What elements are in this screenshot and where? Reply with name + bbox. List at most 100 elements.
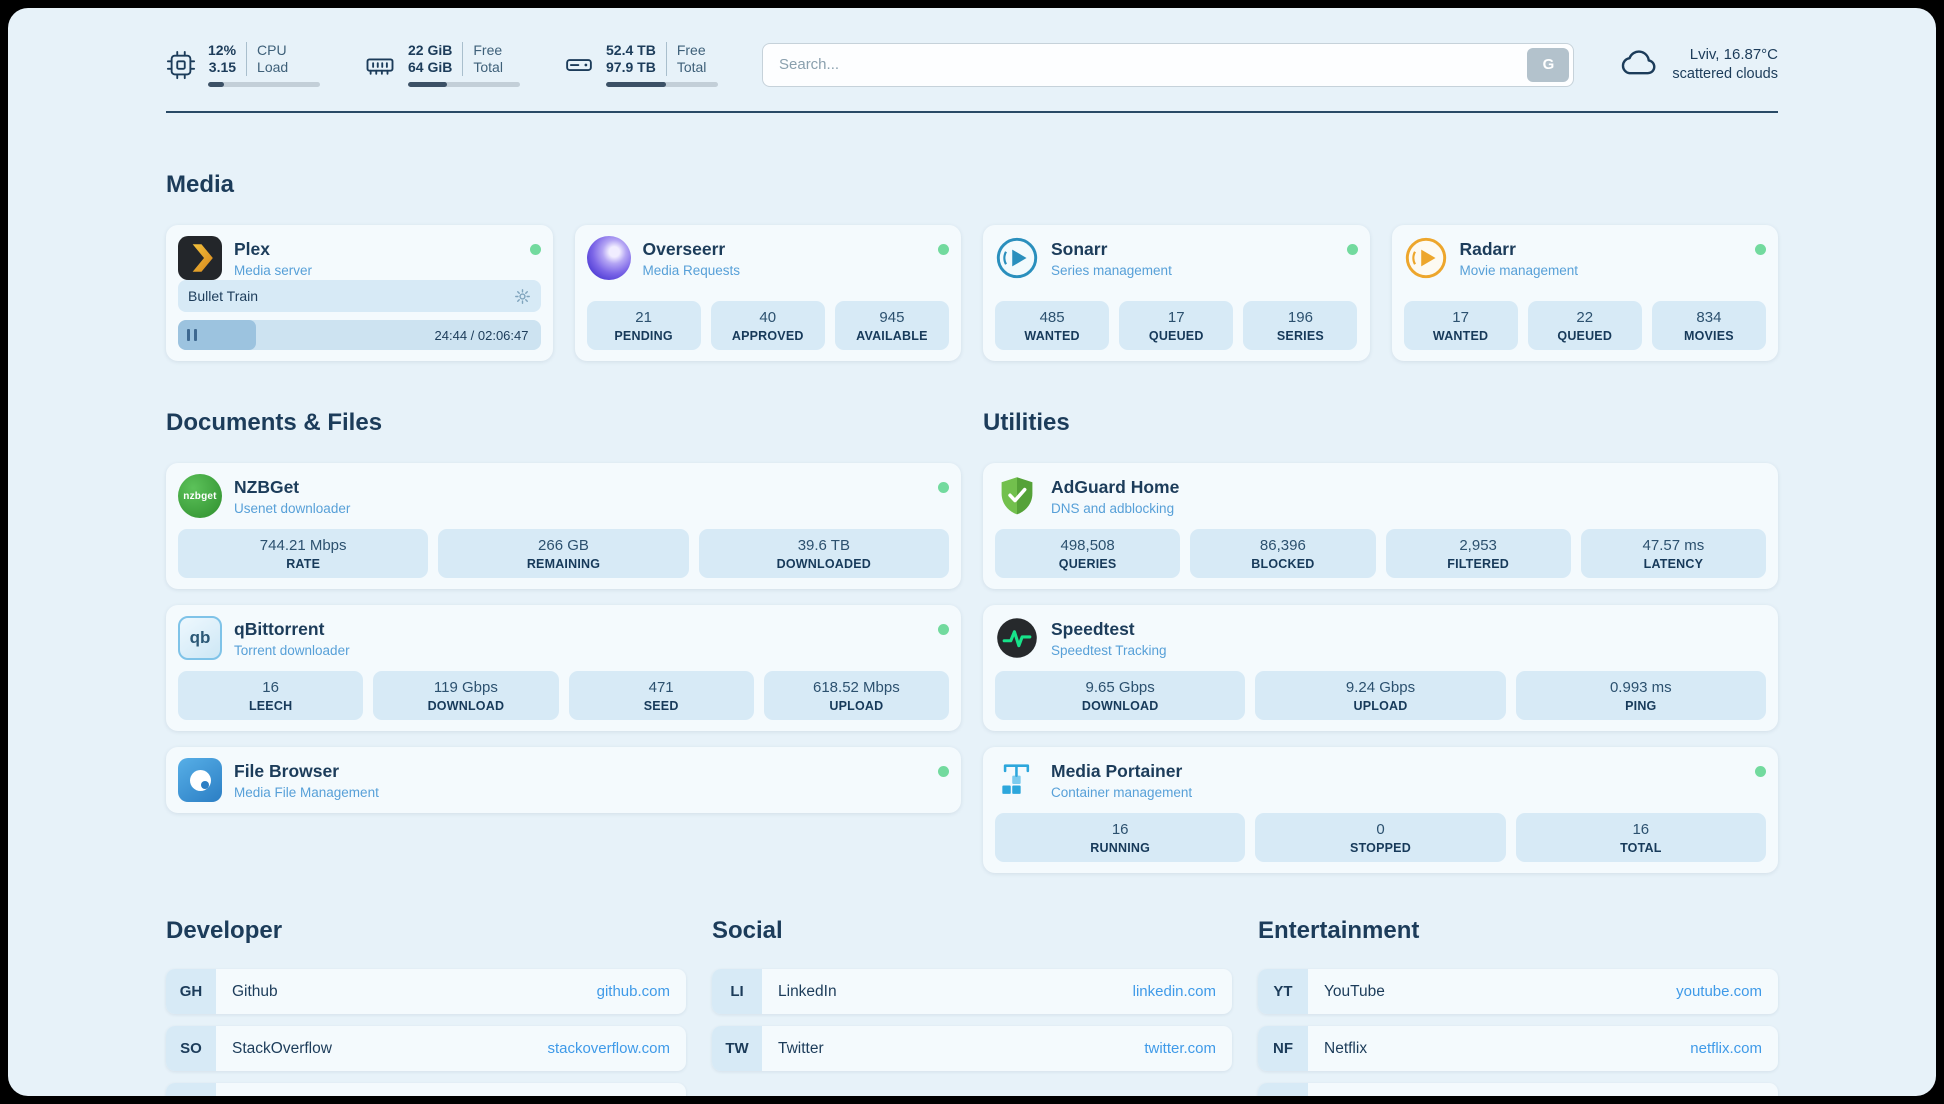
cpu-icon xyxy=(166,50,196,80)
bookmark-github[interactable]: GH Github github.com xyxy=(166,969,686,1014)
search-input[interactable] xyxy=(762,42,1575,87)
bookmark-linkedin[interactable]: LI LinkedIn linkedin.com xyxy=(712,969,1232,1014)
stat-label: REMAINING xyxy=(526,557,601,571)
stat-label: SERIES xyxy=(1276,329,1324,343)
gear-icon[interactable] xyxy=(514,288,531,305)
stat-value: 266 GB xyxy=(538,537,589,554)
search-engine-button[interactable]: G xyxy=(1527,47,1570,82)
bookmark-url: github.com xyxy=(596,983,670,1000)
stat-value: 9.24 Gbps xyxy=(1345,679,1416,696)
stat-value: 47.57 ms xyxy=(1642,537,1705,554)
stat-label: WANTED xyxy=(1432,329,1489,343)
bookmark-abbr: YT xyxy=(1258,969,1308,1014)
stat-box: 196 SERIES xyxy=(1243,301,1358,350)
stat-box: 47.57 ms LATENCY xyxy=(1580,529,1766,578)
stat-label: DOWNLOADED xyxy=(776,557,871,571)
app-card-plex[interactable]: Plex Media server Bullet Train xyxy=(166,225,553,361)
stat-value: 21 xyxy=(635,309,652,326)
stat-label: WANTED xyxy=(1024,329,1080,343)
stat-label: RATE xyxy=(286,557,321,571)
bookmark-stackoverflow[interactable]: SO StackOverflow stackoverflow.com xyxy=(166,1026,686,1071)
stat-value: 16 xyxy=(1111,821,1129,838)
app-card-nzbget[interactable]: nzbget NZBGet Usenet downloader 744.21 M… xyxy=(166,463,961,589)
app-name: Sonarr xyxy=(1051,238,1108,259)
bookmark-abbr: SO xyxy=(166,1026,216,1071)
app-card-radarr[interactable]: Radarr Movie management 17 WANTED 22 QUE… xyxy=(1391,225,1778,361)
bookmark-twitter[interactable]: TW Twitter twitter.com xyxy=(712,1026,1232,1071)
app-subtitle: Container management xyxy=(1051,784,1193,800)
app-card-overseerr[interactable]: Overseerr Media Requests 21 PENDING 40 A… xyxy=(574,225,961,361)
bookmark-netflix[interactable]: NF Netflix netflix.com xyxy=(1258,1026,1778,1071)
app-subtitle: Media server xyxy=(234,262,313,278)
overseerr-icon xyxy=(586,236,631,280)
disk-free-label: Free xyxy=(676,42,706,58)
bookmark-abbr: DT xyxy=(166,1083,216,1096)
stat-box: 119 Gbps DOWNLOAD xyxy=(373,671,559,720)
bookmark-abbr: TW xyxy=(712,1026,762,1071)
stat-value: 17 xyxy=(1167,309,1185,326)
bookmarks-area: Developer GH Github github.com SO StackO… xyxy=(166,891,1778,1096)
top-bar: 12% 3.15 CPU Load xyxy=(166,8,1778,87)
app-card-adguard[interactable]: AdGuard Home DNS and adblocking 498,508 … xyxy=(983,463,1778,589)
bookmark-abbr: LI xyxy=(712,969,762,1014)
stat-box: 16 RUNNING xyxy=(995,813,1246,862)
ram-stat: 22 GiB 64 GiB Free Total xyxy=(364,42,520,87)
bookmark-group-social: Social LI LinkedIn linkedin.com TW Twitt… xyxy=(712,891,1232,1096)
bookmark-name: Netflix xyxy=(1324,1039,1368,1057)
pause-button[interactable] xyxy=(178,320,256,350)
bookmark-abbr: GH xyxy=(166,969,216,1014)
media-card-row: Plex Media server Bullet Train xyxy=(166,225,1778,361)
bookmark-group-title: Entertainment xyxy=(1258,917,1420,944)
stat-label: PENDING xyxy=(614,329,673,343)
app-subtitle: Media Requests xyxy=(642,262,741,278)
cpu-label: CPU xyxy=(257,42,287,58)
stat-box: 21 PENDING xyxy=(586,301,701,350)
app-name: Speedtest xyxy=(1051,618,1135,639)
bookmark-reddit[interactable]: RE Reddit reddit.com xyxy=(1258,1083,1778,1096)
stat-box: 0 STOPPED xyxy=(1255,813,1506,862)
stat-value: 9.65 Gbps xyxy=(1085,679,1155,696)
stat-label: DOWNLOAD xyxy=(1081,699,1159,713)
bookmark-name: YouTube xyxy=(1324,982,1385,1000)
app-subtitle: Movie management xyxy=(1459,262,1579,278)
filebrowser-icon xyxy=(178,758,222,802)
stat-box: 945 AVAILABLE xyxy=(834,301,949,350)
stat-label: UPLOAD xyxy=(1353,699,1408,713)
bookmark-youtube[interactable]: YT YouTube youtube.com xyxy=(1258,969,1778,1014)
stat-label: UPLOAD xyxy=(829,699,884,713)
bookmark-name: Twitter xyxy=(778,1039,824,1057)
status-dot xyxy=(938,244,949,255)
disk-free-value: 52.4 TB xyxy=(606,42,656,58)
stat-box: 16 TOTAL xyxy=(1515,813,1766,862)
stat-label: TOTAL xyxy=(1620,841,1662,855)
app-subtitle: Torrent downloader xyxy=(234,642,350,658)
app-card-qbittorrent[interactable]: qb qBittorrent Torrent downloader 16 xyxy=(166,605,961,731)
ram-readout: 22 GiB 64 GiB Free Total xyxy=(408,42,520,76)
cpu-stat: 12% 3.15 CPU Load xyxy=(166,42,320,87)
app-card-filebrowser[interactable]: File Browser Media File Management xyxy=(166,747,961,813)
nzbget-icon: nzbget xyxy=(178,474,222,518)
cpu-load-label: Load xyxy=(257,59,289,75)
bookmark-dev[interactable]: DT DEV dev.to xyxy=(166,1083,686,1096)
stat-box: 485 WANTED xyxy=(995,301,1110,350)
documents-column: Documents & Files nzbget NZBGet Usenet d… xyxy=(166,361,961,813)
cloud-icon xyxy=(1618,46,1660,83)
app-name: qBittorrent xyxy=(234,618,325,639)
plex-progress-bar[interactable]: 24:44 / 02:06:47 xyxy=(178,320,541,350)
disk-readout: 52.4 TB 97.9 TB Free Total xyxy=(606,42,718,76)
cpu-load-value: 3.15 xyxy=(208,59,237,75)
app-name: NZBGet xyxy=(234,476,300,497)
app-card-portainer[interactable]: Media Portainer Container management 16 … xyxy=(983,747,1778,873)
stat-value: 618.52 Mbps xyxy=(813,679,900,696)
stat-box: 17 QUEUED xyxy=(1119,301,1234,350)
stat-label: DOWNLOAD xyxy=(427,699,505,713)
app-name: Media Portainer xyxy=(1051,760,1183,781)
stat-value: 471 xyxy=(648,679,674,696)
app-card-speedtest[interactable]: Speedtest Speedtest Tracking 9.65 Gbps D… xyxy=(983,605,1778,731)
stat-box: 22 QUEUED xyxy=(1527,301,1642,350)
portainer-icon xyxy=(995,758,1039,802)
app-name: Radarr xyxy=(1459,238,1516,259)
stat-box: 471 SEED xyxy=(568,671,754,720)
two-column-area: Documents & Files nzbget NZBGet Usenet d… xyxy=(166,361,1778,873)
app-card-sonarr[interactable]: Sonarr Series management 485 WANTED 17 Q… xyxy=(983,225,1370,361)
